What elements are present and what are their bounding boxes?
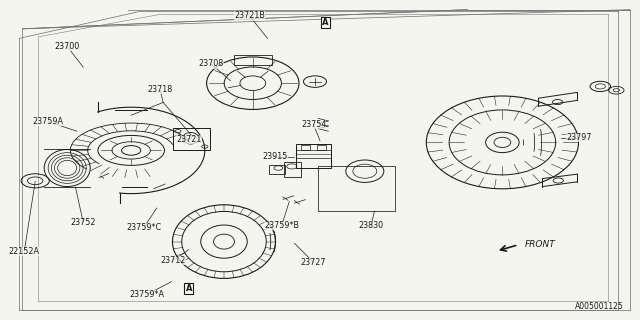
Text: A: A xyxy=(186,284,192,293)
Text: 23712: 23712 xyxy=(160,256,186,265)
Text: 23752: 23752 xyxy=(70,218,96,227)
Text: 23759*C: 23759*C xyxy=(127,223,161,232)
Bar xyxy=(296,144,331,168)
Text: 23718: 23718 xyxy=(147,85,173,94)
Text: 23700: 23700 xyxy=(54,42,80,51)
Text: 23915: 23915 xyxy=(262,152,288,161)
Text: 23797: 23797 xyxy=(566,133,592,142)
Text: 23754: 23754 xyxy=(301,120,326,129)
Text: 23759*B: 23759*B xyxy=(264,221,299,230)
Bar xyxy=(296,150,331,158)
Text: 23830: 23830 xyxy=(358,221,384,230)
Bar xyxy=(301,145,310,150)
Text: 23759A: 23759A xyxy=(33,117,63,126)
Bar xyxy=(284,162,301,177)
Text: FRONT: FRONT xyxy=(525,240,556,249)
Bar xyxy=(317,145,326,150)
Bar xyxy=(234,55,272,65)
Text: 23721: 23721 xyxy=(176,135,202,144)
Text: 23727: 23727 xyxy=(301,258,326,267)
Text: 23708: 23708 xyxy=(198,60,224,68)
Text: A005001125: A005001125 xyxy=(575,302,624,311)
Text: 22152A: 22152A xyxy=(9,247,40,256)
Text: 23721B: 23721B xyxy=(234,12,265,20)
Bar xyxy=(318,166,395,211)
Text: 23759*A: 23759*A xyxy=(130,290,164,299)
Bar xyxy=(269,165,285,174)
Text: A: A xyxy=(322,18,328,27)
Bar xyxy=(173,128,210,150)
